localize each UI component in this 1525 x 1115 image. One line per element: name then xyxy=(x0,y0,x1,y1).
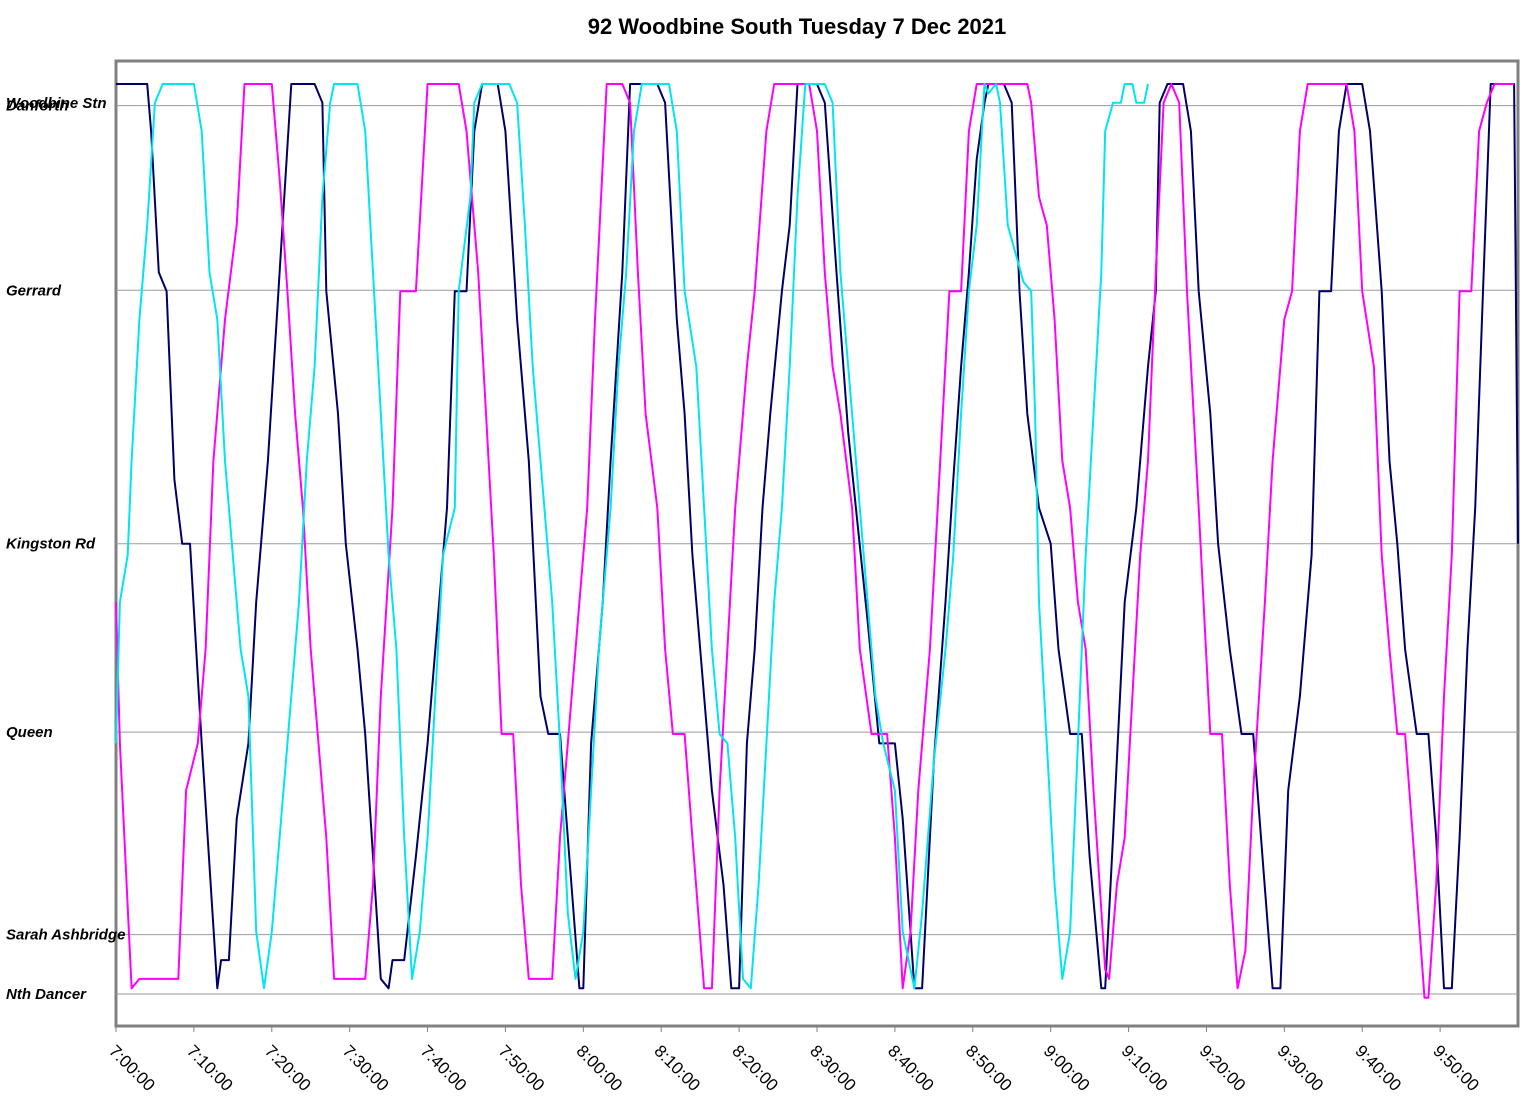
x-tick-label: 8:30:00 xyxy=(806,1041,860,1095)
x-tick-label: 8:50:00 xyxy=(962,1041,1016,1095)
stop-label-danforth: Danforth xyxy=(6,98,69,115)
x-tick-label: 9:50:00 xyxy=(1429,1041,1483,1095)
series-lines xyxy=(115,83,1519,999)
x-tick-label: 9:00:00 xyxy=(1040,1041,1094,1095)
x-tick-label: 7:50:00 xyxy=(495,1041,549,1095)
x-tick-label: 8:00:00 xyxy=(573,1041,627,1095)
x-tick-label: 8:40:00 xyxy=(884,1041,938,1095)
x-tick-label: 7:10:00 xyxy=(183,1041,237,1095)
stop-label-queen: Queen xyxy=(6,724,53,741)
stop-label-nth-dancer: Nth Dancer xyxy=(6,986,87,1003)
x-tick-label: 9:40:00 xyxy=(1351,1041,1405,1095)
x-tick-label: 7:30:00 xyxy=(339,1041,393,1095)
x-tick-label: 9:10:00 xyxy=(1118,1041,1172,1095)
x-tick-label: 7:20:00 xyxy=(261,1041,315,1095)
chart-title: 92 Woodbine South Tuesday 7 Dec 2021 xyxy=(588,14,1007,39)
stop-label-sarah-ashbridge: Sarah Ashbridge xyxy=(6,927,125,944)
x-tick-label: 9:30:00 xyxy=(1274,1041,1328,1095)
stop-label-woodbine-stn: Woodbine Stn xyxy=(6,95,107,112)
x-axis-ticks: 7:00:00 7:10:00 7:20:00 7:30:00 7:40:00 7:50:… xyxy=(105,1026,1483,1095)
series-line-3 xyxy=(115,83,1149,990)
x-tick-label: 9:20:00 xyxy=(1196,1041,1250,1095)
gridlines xyxy=(116,105,1518,995)
stop-label-kingston-rd: Kingston Rd xyxy=(6,536,96,553)
x-tick-label: 7:00:00 xyxy=(105,1041,159,1095)
x-tick-label: 8:10:00 xyxy=(650,1041,704,1095)
x-tick-label: 7:40:00 xyxy=(417,1041,471,1095)
stop-label-gerrard: Gerrard xyxy=(6,282,62,299)
series-line-1 xyxy=(116,83,1519,990)
series-line-2 xyxy=(115,83,1515,999)
x-tick-label: 8:20:00 xyxy=(728,1041,782,1095)
